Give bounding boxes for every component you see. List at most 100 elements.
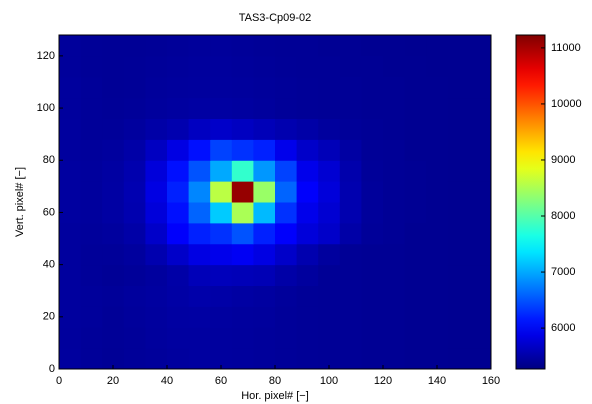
heatmap-cell <box>318 306 341 328</box>
heatmap-cell <box>469 264 492 286</box>
heatmap-cell <box>210 243 233 266</box>
heatmap-cell <box>426 55 449 78</box>
heatmap-cell <box>383 222 406 245</box>
y-tick-label: 120 <box>37 50 55 62</box>
heatmap-cell <box>339 118 362 140</box>
heatmap-cell <box>59 285 82 307</box>
colorbar <box>515 34 546 370</box>
heatmap-cell <box>188 348 211 370</box>
heatmap-cell <box>318 285 341 307</box>
heatmap-cell <box>145 306 168 328</box>
heatmap-cell <box>447 202 470 224</box>
heatmap-cell <box>447 348 470 370</box>
heatmap-cell <box>188 55 211 78</box>
heatmap-cell <box>339 306 362 328</box>
heatmap-cell <box>447 97 470 119</box>
heatmap-cell <box>426 285 449 307</box>
heatmap-cell <box>318 139 341 161</box>
heatmap-cell <box>167 285 190 307</box>
heatmap-cell <box>123 327 146 349</box>
heatmap-cell <box>59 264 82 286</box>
heatmap-cell <box>123 348 146 370</box>
heatmap-cell <box>383 76 406 99</box>
heatmap-cell <box>404 348 427 370</box>
heatmap-cell <box>296 264 319 286</box>
heatmap-cell <box>210 222 233 245</box>
heatmap-cell <box>167 202 190 224</box>
heatmap-cell <box>231 285 254 307</box>
heatmap-cell <box>318 327 341 349</box>
heatmap-cell <box>231 55 254 78</box>
heatmap-cell <box>80 202 103 224</box>
heatmap-cell <box>383 181 406 203</box>
heatmap-cell <box>253 306 276 328</box>
y-tick-label: 60 <box>43 206 55 218</box>
heatmap-cell <box>145 285 168 307</box>
heatmap-cell <box>145 97 168 119</box>
heatmap-cell <box>59 118 82 140</box>
heatmap-cell <box>447 139 470 161</box>
heatmap-cell <box>231 35 254 57</box>
heatmap-cell <box>296 202 319 224</box>
heatmap-cell <box>361 139 384 161</box>
heatmap-cell <box>296 97 319 119</box>
heatmap-cell <box>253 348 276 370</box>
heatmap-cell <box>188 181 211 203</box>
heatmap-cell <box>361 285 384 307</box>
heatmap-cell <box>404 35 427 57</box>
x-tick-label: 0 <box>56 375 62 387</box>
colorbar-tick-label: 8000 <box>551 210 575 222</box>
heatmap-cell <box>318 76 341 99</box>
heatmap-cell <box>318 97 341 119</box>
heatmap-cell <box>318 264 341 286</box>
heatmap-cell <box>426 202 449 224</box>
heatmap-cell <box>145 264 168 286</box>
heatmap-cell <box>123 118 146 140</box>
heatmap-cell <box>426 35 449 57</box>
heatmap-cell <box>361 264 384 286</box>
y-tick-label: 0 <box>49 363 55 375</box>
heatmap-cell <box>469 160 492 182</box>
heatmap-cell <box>339 35 362 57</box>
colorbar-tick-label: 10000 <box>551 98 582 110</box>
heatmap-cell <box>145 55 168 78</box>
heatmap-cell <box>447 222 470 245</box>
heatmap-cell <box>275 327 298 349</box>
heatmap-cell <box>123 306 146 328</box>
heatmap-cell <box>231 306 254 328</box>
heatmap-cell <box>102 348 125 370</box>
heatmap-cell <box>253 139 276 161</box>
heatmap-cell <box>80 348 103 370</box>
heatmap-cell <box>404 160 427 182</box>
heatmap-cell <box>59 348 82 370</box>
heatmap-cell <box>102 160 125 182</box>
heatmap-cell <box>361 118 384 140</box>
heatmap-cell <box>123 264 146 286</box>
heatmap-cell <box>102 97 125 119</box>
heatmap-cell <box>469 139 492 161</box>
heatmap-cell <box>469 285 492 307</box>
heatmap-cell <box>253 55 276 78</box>
heatmap-cell <box>188 285 211 307</box>
x-tick-label: 80 <box>269 375 281 387</box>
heatmap-cell <box>188 97 211 119</box>
heatmap-cell <box>145 139 168 161</box>
heatmap-cell <box>275 118 298 140</box>
y-tick-label: 100 <box>37 102 55 114</box>
heatmap-cell <box>275 243 298 266</box>
heatmap-cell <box>188 306 211 328</box>
y-tick-label: 40 <box>43 259 55 271</box>
heatmap-cell <box>80 76 103 99</box>
heatmap-cell <box>102 306 125 328</box>
heatmap-cell <box>253 285 276 307</box>
heatmap-cell <box>210 139 233 161</box>
heatmap-cell <box>339 97 362 119</box>
heatmap-cell <box>210 160 233 182</box>
heatmap-cell <box>80 118 103 140</box>
heatmap-cell <box>361 97 384 119</box>
heatmap-cell <box>426 97 449 119</box>
heatmap-cell <box>231 97 254 119</box>
heatmap-cell <box>188 160 211 182</box>
heatmap-cell <box>383 327 406 349</box>
